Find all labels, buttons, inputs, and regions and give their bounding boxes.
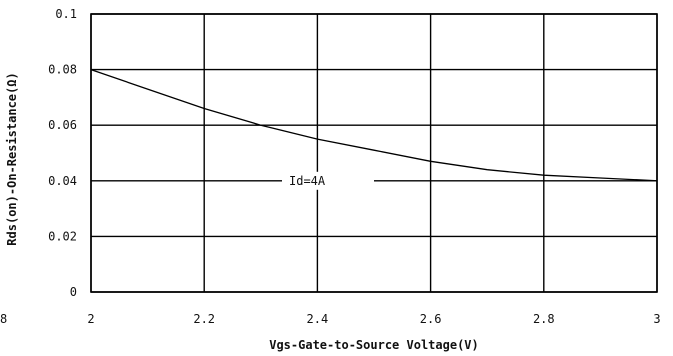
x-tick-label-4: 2.8	[533, 312, 555, 326]
y-tick-label-4: 0.08	[48, 63, 77, 77]
partial-left-tick-label: 8	[0, 312, 7, 326]
x-tick-label-0: 2	[87, 312, 94, 326]
plot-frame	[90, 13, 658, 293]
rds-curve-series	[90, 68, 658, 182]
y-tick-label-1: 0.02	[48, 229, 77, 243]
annotation-id-label: Id=4A	[289, 174, 326, 188]
x-tick-label-5: 3	[653, 312, 660, 326]
x-tick-label-3: 2.6	[420, 312, 442, 326]
tick-labels: 2 2.2 2.4 2.6 2.8 3 0 0.02 0.04 0.06 0.08 0.1	[48, 7, 661, 326]
y-axis-title: Rds(on)-On-Resistance(Ω)	[5, 72, 19, 245]
y-tick-label-5: 0.1	[55, 7, 77, 21]
annotation-group: Id=4A	[282, 171, 374, 190]
y-tick-label-2: 0.04	[48, 174, 77, 188]
y-tick-label-0: 0	[70, 285, 77, 299]
grid	[90, 13, 658, 293]
x-axis-title: Vgs-Gate-to-Source Voltage(V)	[269, 338, 479, 352]
x-tick-label-1: 2.2	[193, 312, 215, 326]
y-tick-label-3: 0.06	[48, 118, 77, 132]
x-tick-label-2: 2.4	[307, 312, 329, 326]
annotation-background	[282, 171, 374, 190]
